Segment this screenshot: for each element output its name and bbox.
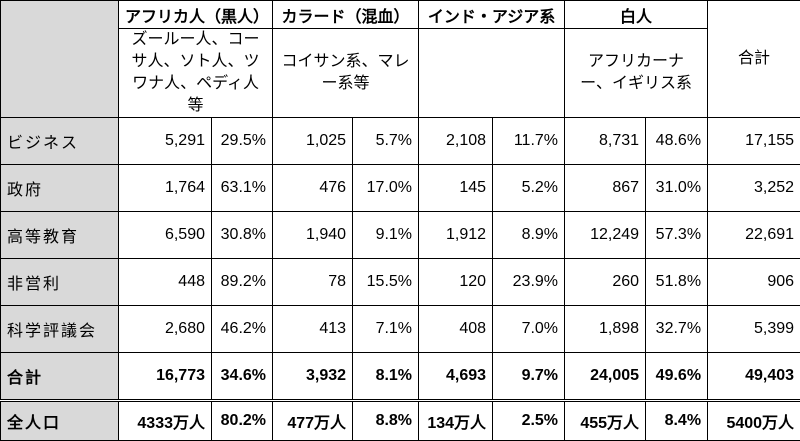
cell: 16,773: [119, 353, 212, 401]
total-header: 合計: [708, 1, 800, 118]
page: アフリカ人（黒人）カラード（混血）インド・アジア系白人合計ズールー人、コーサ人、…: [0, 0, 800, 417]
row-label: 高等教育: [1, 212, 119, 259]
cell: 1,025: [273, 118, 353, 165]
cell: 11.7%: [493, 118, 565, 165]
cell: 80.2%: [212, 401, 273, 441]
cell: 89.2%: [212, 259, 273, 306]
cell: 8.4%: [646, 401, 708, 441]
group-header: 白人: [565, 1, 708, 29]
cell: 8,731: [565, 118, 646, 165]
cell: 5,291: [119, 118, 212, 165]
group-header: カラード（混血）: [273, 1, 419, 29]
cell: 1,912: [419, 212, 493, 259]
cell: 78: [273, 259, 353, 306]
cell: 17,155: [708, 118, 800, 165]
cell: 260: [565, 259, 646, 306]
group-header: インド・アジア系: [419, 1, 565, 29]
cell: 6,590: [119, 212, 212, 259]
cell: 63.1%: [212, 165, 273, 212]
header-row: ズールー人、コーサ人、ソト人、ツワナ人、ペディ人等コイサン系、マレー系等 アフリカ…: [1, 29, 800, 118]
cell: 15.5%: [353, 259, 419, 306]
cell: 3,932: [273, 353, 353, 401]
row-label: 科学評議会: [1, 306, 119, 353]
cell: 4,693: [419, 353, 493, 401]
cell: 7.0%: [493, 306, 565, 353]
cell: 34.6%: [212, 353, 273, 401]
cell: 448: [119, 259, 212, 306]
cell: 30.8%: [212, 212, 273, 259]
cell: 2,108: [419, 118, 493, 165]
group-note: ズールー人、コーサ人、ソト人、ツワナ人、ペディ人等: [119, 29, 273, 118]
cell: 145: [419, 165, 493, 212]
cell: 2,680: [119, 306, 212, 353]
cell: 2.5%: [493, 401, 565, 441]
corner-cell: [1, 1, 119, 118]
cell: 9.7%: [493, 353, 565, 401]
cell: 7.1%: [353, 306, 419, 353]
row-label: 合計: [1, 353, 119, 401]
cell: 8.8%: [353, 401, 419, 441]
cell: 1,764: [119, 165, 212, 212]
cell: 51.8%: [646, 259, 708, 306]
cell: 24,005: [565, 353, 646, 401]
cell: 32.7%: [646, 306, 708, 353]
cell: 57.3%: [646, 212, 708, 259]
cell: 8.1%: [353, 353, 419, 401]
cell: 9.1%: [353, 212, 419, 259]
row-label: 全人口: [1, 401, 119, 441]
cell: 8.9%: [493, 212, 565, 259]
cell: 906: [708, 259, 800, 306]
cell: 120: [419, 259, 493, 306]
group-header: アフリカ人（黒人）: [119, 1, 273, 29]
cell: 1,898: [565, 306, 646, 353]
cell: 477万人: [273, 401, 353, 441]
cell: 17.0%: [353, 165, 419, 212]
cell: 48.6%: [646, 118, 708, 165]
cell: 134万人: [419, 401, 493, 441]
row-label: 非営利: [1, 259, 119, 306]
row-label: ビジネス: [1, 118, 119, 165]
group-note: アフリカーナー、イギリス系: [565, 29, 708, 118]
cell: 22,691: [708, 212, 800, 259]
cell: 455万人: [565, 401, 646, 441]
cell: 5.7%: [353, 118, 419, 165]
cell: 23.9%: [493, 259, 565, 306]
cell: 29.5%: [212, 118, 273, 165]
group-note: コイサン系、マレー系等: [273, 29, 419, 118]
cell: 1,940: [273, 212, 353, 259]
cell: 3,252: [708, 165, 800, 212]
header-row: アフリカ人（黒人）カラード（混血）インド・アジア系白人合計: [1, 1, 800, 29]
cell: 5400万人: [708, 401, 800, 441]
cell: 408: [419, 306, 493, 353]
cell: 49,403: [708, 353, 800, 401]
row-label: 政府: [1, 165, 119, 212]
cell: 46.2%: [212, 306, 273, 353]
cell: 476: [273, 165, 353, 212]
cell: 413: [273, 306, 353, 353]
cell: 31.0%: [646, 165, 708, 212]
group-note: [419, 29, 565, 118]
cell: 867: [565, 165, 646, 212]
cell: 49.6%: [646, 353, 708, 401]
cell: 5.2%: [493, 165, 565, 212]
cell: 5,399: [708, 306, 800, 353]
cell: 12,249: [565, 212, 646, 259]
cell: 4333万人: [119, 401, 212, 441]
